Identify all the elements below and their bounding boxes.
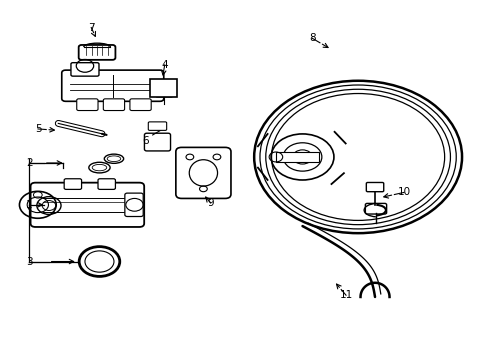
FancyBboxPatch shape xyxy=(124,193,143,216)
FancyBboxPatch shape xyxy=(144,133,170,151)
Text: 8: 8 xyxy=(308,33,315,43)
FancyBboxPatch shape xyxy=(98,179,115,189)
Text: 6: 6 xyxy=(142,136,148,146)
Text: 2: 2 xyxy=(26,158,33,168)
FancyBboxPatch shape xyxy=(365,203,386,214)
Ellipse shape xyxy=(89,162,110,173)
Text: 9: 9 xyxy=(207,198,214,208)
FancyBboxPatch shape xyxy=(176,147,230,198)
Text: 1: 1 xyxy=(26,200,33,210)
FancyBboxPatch shape xyxy=(71,63,99,76)
Text: 11: 11 xyxy=(339,290,352,300)
Text: 10: 10 xyxy=(397,188,410,197)
FancyBboxPatch shape xyxy=(61,70,163,101)
Ellipse shape xyxy=(107,156,121,162)
Text: 5: 5 xyxy=(35,124,41,134)
Ellipse shape xyxy=(92,165,106,171)
FancyBboxPatch shape xyxy=(148,122,166,130)
FancyBboxPatch shape xyxy=(31,183,144,227)
FancyBboxPatch shape xyxy=(77,99,98,111)
Text: 7: 7 xyxy=(88,23,94,33)
FancyBboxPatch shape xyxy=(130,99,151,111)
FancyBboxPatch shape xyxy=(64,179,81,189)
Ellipse shape xyxy=(104,154,123,163)
Bar xyxy=(150,79,177,97)
Bar xyxy=(275,152,319,162)
FancyBboxPatch shape xyxy=(103,99,124,111)
FancyBboxPatch shape xyxy=(79,45,115,60)
Text: 4: 4 xyxy=(161,60,168,70)
FancyBboxPatch shape xyxy=(366,183,383,192)
FancyBboxPatch shape xyxy=(155,80,173,97)
Text: 3: 3 xyxy=(26,257,33,266)
